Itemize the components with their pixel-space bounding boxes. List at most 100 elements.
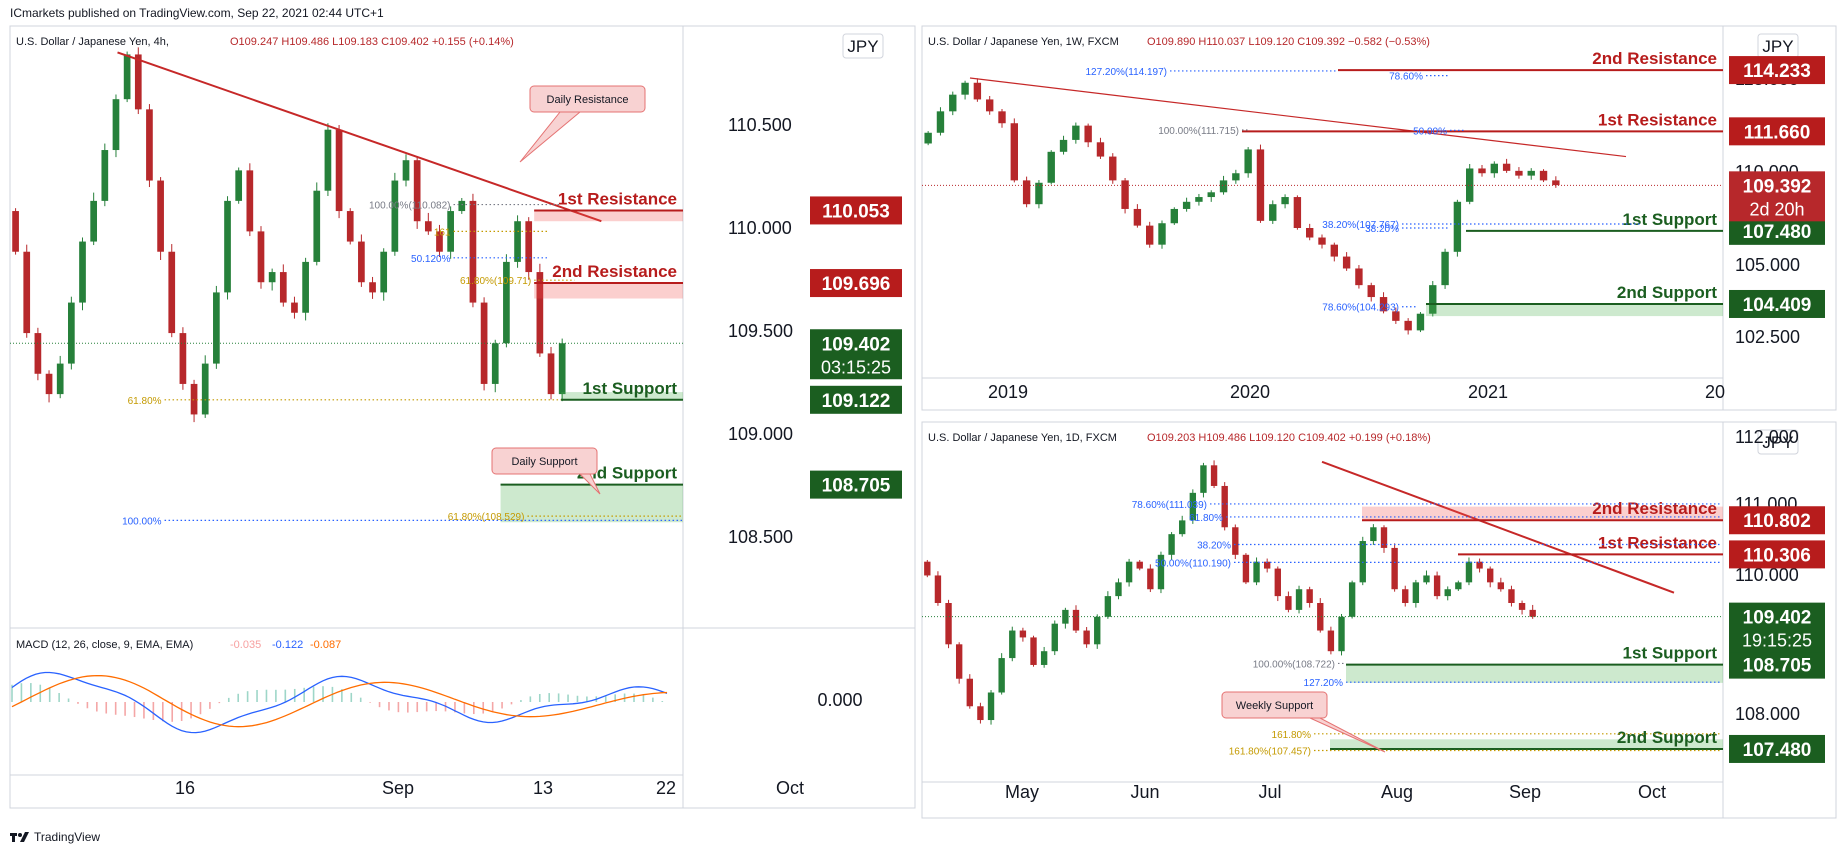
candle-body — [949, 94, 957, 112]
price-tick-label: 110.000 — [1735, 565, 1799, 585]
candle-body — [291, 302, 298, 313]
time-tick-label: 2020 — [1230, 382, 1270, 402]
last-price-badge — [1729, 602, 1825, 653]
candle-body — [1263, 561, 1271, 569]
macd-value: -0.122 — [272, 639, 303, 651]
symbol-info: U.S. Dollar / Japanese Yen, 1D, FXCM — [928, 432, 1117, 444]
macd-zero-label: 0.000 — [817, 690, 862, 710]
price-tick-label: 105.000 — [1735, 255, 1800, 275]
candle-body — [1391, 547, 1398, 590]
price-tick-label: 102.500 — [1735, 327, 1800, 347]
candle-body — [987, 692, 995, 721]
candle-body — [1293, 197, 1302, 228]
candle-body — [973, 82, 982, 100]
candle-body — [547, 353, 555, 395]
candle-body — [469, 200, 477, 303]
level-price-text: 110.802 — [1743, 511, 1811, 532]
trendline — [117, 51, 602, 223]
daily-support-callout-text: Daily Support — [511, 456, 577, 468]
candle-body — [998, 111, 1006, 124]
candle-body — [1115, 582, 1122, 597]
level-price-text: 108.705 — [1743, 656, 1812, 677]
candle-body — [1441, 251, 1449, 286]
candle-body — [503, 261, 510, 344]
time-tick-label: 16 — [175, 778, 195, 798]
candle-body — [1539, 170, 1548, 181]
candle-body — [1158, 223, 1166, 245]
currency-label: JPY — [1762, 433, 1793, 452]
candle-body — [123, 54, 131, 100]
candle-body — [1168, 534, 1175, 555]
candle-body — [1182, 201, 1191, 209]
candle-body — [1497, 582, 1505, 590]
candle-body — [1125, 561, 1133, 583]
fib-label: 100.00%(110.082) — [369, 201, 451, 212]
candle-body — [1019, 630, 1027, 638]
price-tick-label: 109.500 — [728, 321, 793, 341]
candle-body — [1318, 237, 1326, 245]
callout-pointer — [1309, 717, 1386, 753]
price-tick-label: 108.500 — [728, 527, 793, 547]
level-price-text: 110.306 — [1743, 545, 1811, 566]
fib-label: 38.20% — [1197, 540, 1231, 551]
candle-body — [1355, 268, 1363, 286]
currency-badge — [1757, 429, 1799, 455]
candle-body — [1487, 568, 1494, 583]
level-zone — [1330, 739, 1723, 749]
level-price-badge — [1729, 734, 1825, 763]
candle-body — [436, 231, 443, 252]
signal-line — [11, 674, 668, 728]
candle-body — [1380, 527, 1388, 548]
footer-brand: TradingView — [34, 830, 101, 844]
panel-p4h: U.S. Dollar / Japanese Yen, 4h, O109.247 … — [9, 25, 916, 809]
candle-body — [1444, 589, 1451, 597]
candle-body — [134, 54, 142, 110]
candle-body — [961, 82, 969, 95]
level-price-badge — [810, 196, 902, 225]
candle-body — [1367, 285, 1375, 298]
candle-body — [45, 373, 53, 395]
candle-body — [1455, 582, 1462, 590]
daily-resistance-callout-text: Daily Resistance — [547, 94, 629, 106]
candle-body — [1281, 197, 1289, 205]
price-tick-label: 110.500 — [728, 115, 792, 135]
candle-body — [1232, 527, 1239, 555]
candle-body — [1317, 603, 1324, 631]
currency-label: JPY — [1762, 37, 1793, 56]
candle-body — [1330, 244, 1338, 257]
level-price-text: 109.122 — [822, 391, 891, 412]
candle-body — [1416, 313, 1425, 331]
time-tick-label: 13 — [533, 778, 553, 798]
footer: TradingView — [10, 830, 100, 844]
candle-body — [1404, 320, 1412, 331]
candle-body — [955, 644, 963, 679]
fib-label: 78.60%(104.293) — [1322, 303, 1399, 314]
ohlc-values: O109.890 H110.037 L109.120 C109.392 −0.5… — [1147, 36, 1430, 48]
candle-body — [936, 111, 945, 133]
time-tick-label: Sep — [382, 778, 414, 798]
level-price-badge — [1729, 216, 1825, 245]
candle-body — [1306, 589, 1313, 603]
level-price-badge — [810, 269, 902, 298]
symbol-info: U.S. Dollar / Japanese Yen, 4h, — [16, 36, 169, 48]
candle-body — [424, 221, 432, 232]
candle-body — [1552, 180, 1560, 186]
candle-body — [1348, 582, 1356, 617]
fib-label: 161 — [434, 227, 451, 238]
macd-signal-value: -0.087 — [310, 639, 341, 651]
candle-body — [380, 251, 388, 293]
level-price-badge — [1729, 289, 1825, 318]
candle-body — [1157, 554, 1165, 590]
candle-body — [324, 129, 332, 191]
candle-body — [934, 575, 942, 603]
level-price-text: 110.053 — [822, 201, 890, 222]
macd-label: MACD (12, 26, close, 9, EMA, EMA) — [16, 639, 193, 651]
candles — [924, 460, 1536, 725]
level-price-badge — [1729, 117, 1825, 146]
fib-label: 61.80%(109.71) — [460, 276, 531, 287]
daily-support-callout-box — [491, 447, 598, 475]
candle-body — [1109, 156, 1117, 181]
level-price-text: 104.409 — [1743, 295, 1812, 316]
candle-body — [1423, 575, 1430, 583]
